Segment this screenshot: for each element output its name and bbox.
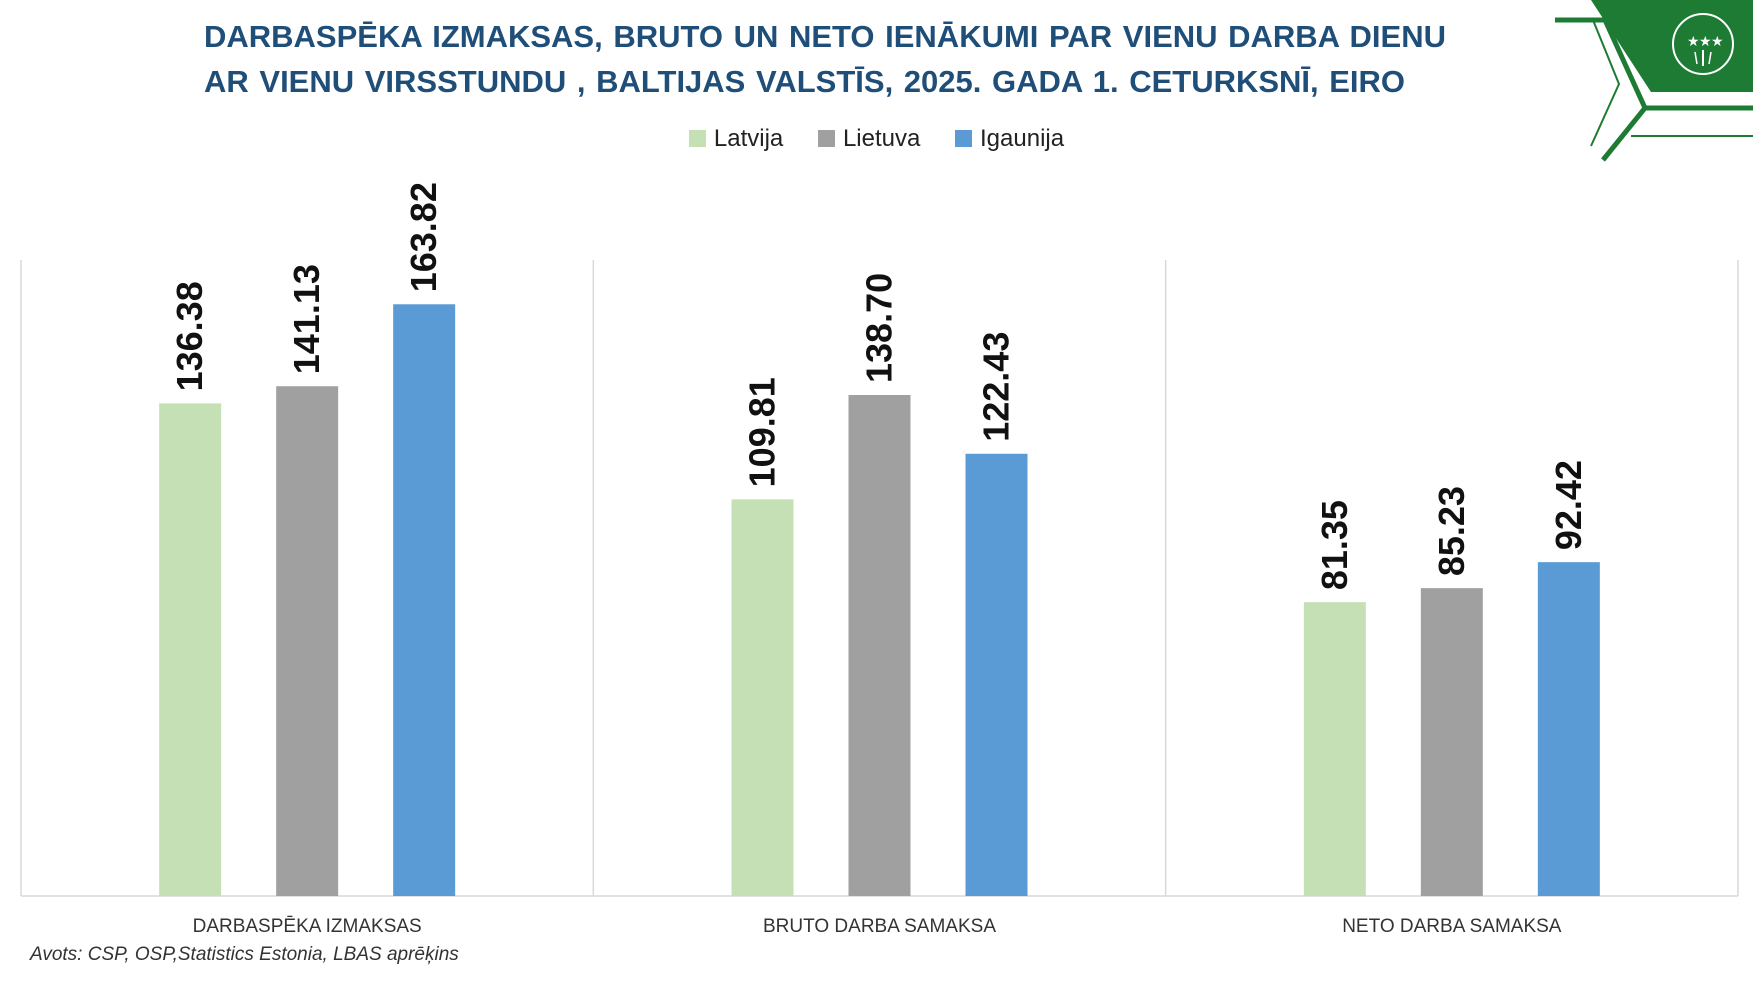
lbas-logo-icon: ★ ★ ★ [1555, 0, 1753, 162]
legend-swatch-lietuva [817, 129, 835, 147]
data-label-lietuva-1: 141.13 [286, 264, 327, 374]
chart-title-line-1: DARBASPĒKA IZMAKSAS, BRUTO UN NETO IENĀK… [204, 19, 1446, 54]
data-label-latvija-2: 109.81 [742, 377, 783, 487]
data-label-lietuva-2: 138.70 [859, 273, 900, 383]
bar-lietuva-1 [276, 386, 339, 896]
legend-swatch-latvija [688, 129, 706, 147]
data-label-latvija-3: 81.35 [1314, 500, 1355, 590]
svg-text:★: ★ [1711, 34, 1724, 50]
legend-label-lietuva: Lietuva [842, 124, 921, 152]
legend: Latvija Lietuva Igaunija [0, 124, 1753, 153]
bar-latvija-3 [1303, 602, 1366, 896]
data-label-igaunija-2: 122.43 [976, 332, 1017, 442]
legend-item-lietuva: Lietuva [817, 124, 921, 153]
source-note: Avots: CSP, OSP,Statistics Estonia, LBAS… [30, 944, 459, 965]
chart-title: DARBASPĒKA IZMAKSAS, BRUTO UN NETO IENĀK… [204, 14, 1544, 104]
svg-text:★: ★ [1699, 34, 1712, 50]
chart-title-line-2: AR VIENU VIRSSTUNDU , BALTIJAS VALSTĪS, … [204, 64, 1406, 99]
bar-latvija-1 [159, 403, 222, 896]
legend-label-igaunija: Igaunija [980, 124, 1065, 152]
bar-lietuva-3 [1420, 588, 1483, 896]
data-label-igaunija-3: 92.42 [1548, 460, 1589, 550]
bar-igaunija-1 [393, 304, 456, 896]
bar-lietuva-2 [848, 394, 911, 896]
bar-igaunija-2 [965, 453, 1028, 896]
bar-latvija-2 [731, 499, 794, 896]
legend-label-latvija: Latvija [713, 124, 784, 152]
data-label-lietuva-3: 85.23 [1431, 486, 1472, 576]
legend-item-igaunija: Igaunija [955, 125, 1064, 153]
x-tick-label-1: DARBASPĒKA IZMAKSAS [193, 916, 422, 937]
bar-igaunija-3 [1537, 562, 1600, 896]
x-tick-label-2: BRUTO DARBA SAMAKSA [763, 916, 996, 937]
data-label-igaunija-1: 163.82 [403, 182, 444, 292]
legend-item-latvija: Latvija [688, 124, 784, 153]
x-tick-label-3: NETO DARBA SAMAKSA [1342, 916, 1562, 937]
svg-text:★: ★ [1687, 34, 1700, 50]
legend-swatch-igaunija [955, 129, 973, 147]
data-label-latvija-1: 136.38 [169, 281, 210, 391]
